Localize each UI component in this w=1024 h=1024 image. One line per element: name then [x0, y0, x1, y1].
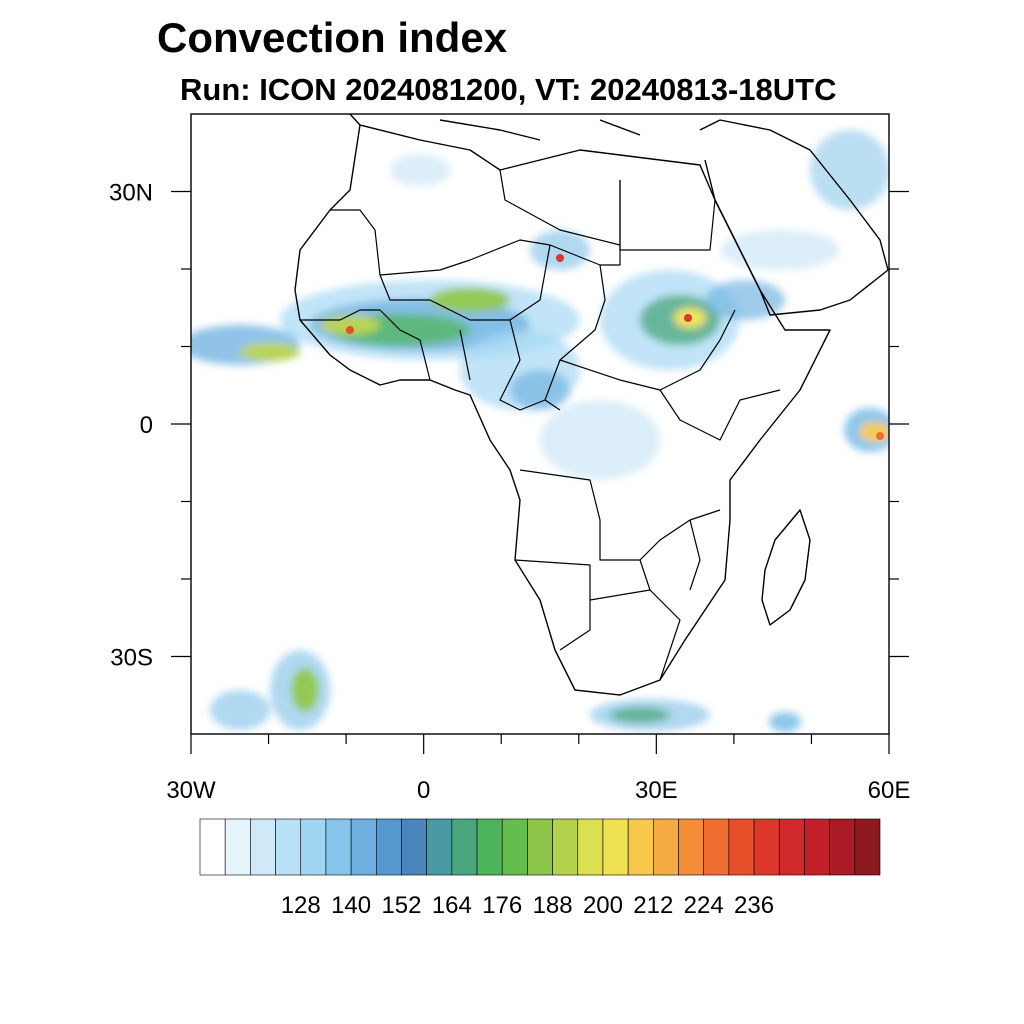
- colorbar-label: 236: [734, 892, 774, 919]
- lon-tick-label: 60E: [868, 777, 911, 804]
- colorbar-swatch: [199, 818, 226, 876]
- chart-title: Convection index: [157, 14, 508, 61]
- colorbar-swatch: [501, 818, 528, 876]
- colorbar-swatch: [300, 818, 327, 876]
- lon-tick-label: 30W: [166, 777, 216, 804]
- colorbar-label: 128: [281, 892, 321, 919]
- colorbar-swatch: [678, 818, 705, 876]
- colorbar-label: 188: [533, 892, 573, 919]
- convection-field: [191, 130, 889, 732]
- colorbar-swatch: [854, 818, 881, 876]
- colorbar-swatch: [552, 818, 579, 876]
- colorbar-swatch: [804, 818, 830, 876]
- lat-tick-label: 30N: [109, 180, 153, 207]
- madagascar-coastline: [761, 509, 811, 626]
- colorbar-swatch: [350, 818, 377, 876]
- colorbar-swatch: [375, 818, 402, 876]
- colorbar-swatch: [653, 818, 679, 876]
- lon-tick-label: 30E: [635, 777, 678, 804]
- colorbar-swatch: [778, 818, 805, 876]
- latitude-labels: 30N 0 30S: [109, 180, 153, 672]
- country-borders: [300, 169, 781, 681]
- colorbar-label: 140: [331, 892, 371, 919]
- colorbar-swatch: [577, 818, 604, 876]
- hotspot: [876, 432, 884, 440]
- colorbar-label: 176: [482, 892, 522, 919]
- colorbar-swatch: [753, 818, 780, 876]
- lon-tick-label: 0: [417, 777, 430, 804]
- hotspot: [556, 254, 564, 262]
- axis-ticks: [171, 190, 909, 754]
- hotspot: [346, 326, 354, 334]
- lat-tick-label: 30S: [110, 645, 153, 672]
- europe-coast: [349, 114, 721, 141]
- colorbar-swatch: [426, 818, 453, 876]
- colorbar-swatch: [602, 818, 629, 876]
- map-frame: [190, 113, 890, 735]
- colorbar-swatch: [476, 818, 503, 876]
- colorbar-swatch: [829, 818, 856, 876]
- colorbar-swatch: [325, 818, 352, 876]
- colorbar-swatch: [703, 818, 730, 876]
- colorbar-swatch: [224, 818, 251, 876]
- colorbar-swatch: [728, 818, 755, 876]
- colorbar-swatch: [401, 818, 427, 876]
- colorbar-swatch: [275, 818, 302, 876]
- colorbar-swatch: [451, 818, 478, 876]
- colorbar-swatch: [627, 818, 654, 876]
- arabia-coastline: [704, 119, 889, 316]
- colorbar-label: 212: [633, 892, 673, 919]
- colorbar-label: 224: [684, 892, 724, 919]
- colorbar-swatch: [527, 818, 553, 876]
- lat-tick-label: 0: [140, 412, 153, 439]
- colorbar-swatch: [250, 818, 276, 876]
- colorbar-label: 200: [583, 892, 623, 919]
- colorbar-label: 152: [381, 892, 421, 919]
- longitude-labels: 30W 0 30E 60E: [166, 777, 910, 804]
- colorbar-label: 164: [432, 892, 472, 919]
- run-valid-time: Run: ICON 2024081200, VT: 20240813-18UTC: [180, 72, 837, 107]
- colorbar-labels: 128 140 152 164 176 188 200 212 224 236: [281, 892, 774, 919]
- colorbar: [199, 818, 881, 876]
- hotspot: [684, 314, 692, 322]
